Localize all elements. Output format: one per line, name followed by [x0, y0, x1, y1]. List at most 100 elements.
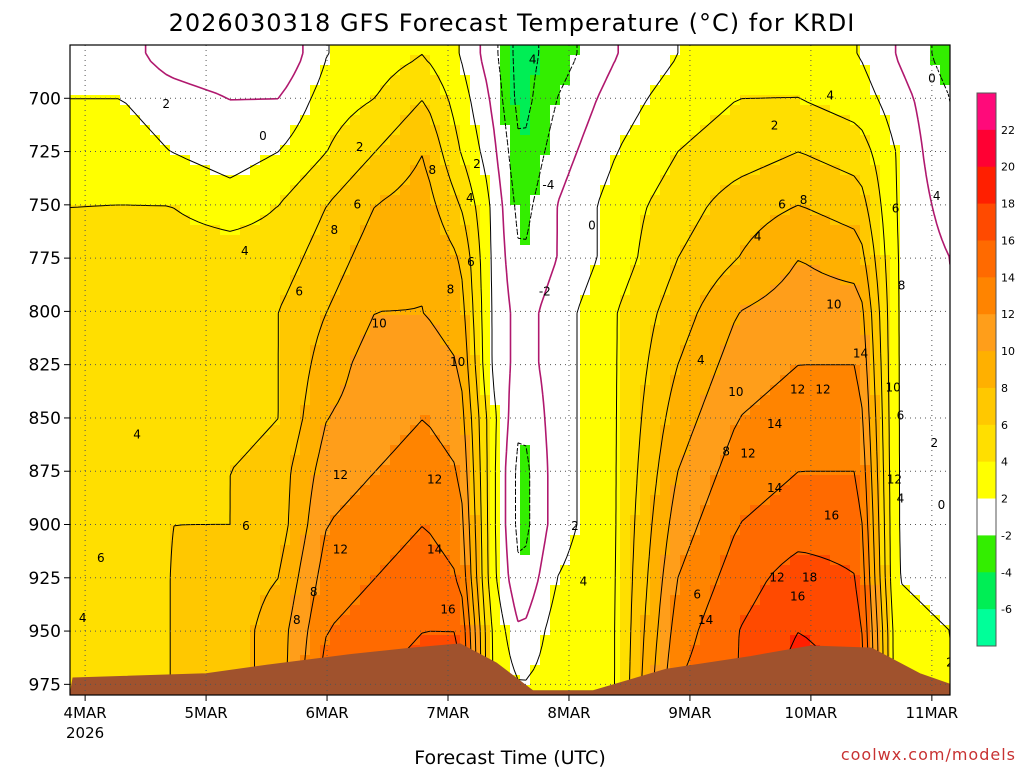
temperature-cell: [400, 545, 411, 556]
temperature-cell: [600, 305, 611, 316]
temperature-cell: [350, 635, 361, 646]
temperature-cell: [140, 355, 151, 366]
temperature-cell: [750, 145, 761, 156]
temperature-cell: [360, 605, 371, 616]
temperature-cell: [110, 155, 121, 166]
temperature-cell: [690, 225, 701, 236]
temperature-cell: [600, 345, 611, 356]
temperature-cell: [260, 355, 271, 366]
temperature-cell: [390, 535, 401, 546]
temperature-cell: [130, 535, 141, 546]
temperature-cell: [470, 605, 481, 616]
temperature-cell: [790, 425, 801, 436]
temperature-cell: [230, 605, 241, 616]
temperature-cell: [450, 245, 461, 256]
temperature-cell: [790, 525, 801, 536]
temperature-cell: [480, 315, 491, 326]
temperature-cell: [410, 385, 421, 396]
temperature-cell: [660, 45, 671, 56]
temperature-cell: [420, 355, 431, 366]
temperature-cell: [400, 75, 411, 86]
temperature-cell: [600, 395, 611, 406]
temperature-cell: [530, 95, 541, 106]
temperature-cell: [660, 435, 671, 446]
temperature-cell: [450, 315, 461, 326]
temperature-cell: [500, 655, 511, 666]
temperature-cell: [300, 635, 311, 646]
temperature-cell: [200, 375, 211, 386]
temperature-cell: [620, 445, 631, 456]
temperature-cell: [680, 105, 691, 116]
temperature-cell: [780, 385, 791, 396]
temperature-cell: [460, 95, 471, 106]
temperature-cell: [560, 265, 571, 276]
temperature-cell: [260, 45, 271, 56]
temperature-cell: [680, 115, 691, 126]
temperature-cell: [260, 485, 271, 496]
temperature-cell: [230, 205, 241, 216]
temperature-cell: [690, 285, 701, 296]
temperature-cell: [130, 155, 141, 166]
temperature-cell: [200, 595, 211, 606]
temperature-cell: [310, 235, 321, 246]
temperature-cell: [740, 615, 751, 626]
temperature-cell: [280, 165, 291, 176]
temperature-cell: [820, 295, 831, 306]
temperature-cell: [380, 635, 391, 646]
temperature-cell: [410, 225, 421, 236]
temperature-cell: [320, 515, 331, 526]
temperature-cell: [620, 615, 631, 626]
temperature-cell: [550, 415, 561, 426]
temperature-cell: [760, 75, 771, 86]
temperature-cell: [720, 485, 731, 496]
temperature-cell: [720, 635, 731, 646]
temperature-cell: [650, 355, 661, 366]
temperature-cell: [610, 655, 621, 666]
temperature-cell: [240, 625, 251, 636]
temperature-cell: [250, 65, 261, 76]
temperature-cell: [820, 625, 831, 636]
temperature-cell: [680, 655, 691, 666]
temperature-cell: [730, 405, 741, 416]
temperature-cell: [430, 625, 441, 636]
temperature-cell: [410, 245, 421, 256]
temperature-cell: [260, 85, 271, 96]
temperature-cell: [110, 665, 121, 676]
temperature-cell: [770, 405, 781, 416]
temperature-cell: [120, 335, 131, 346]
temperature-cell: [720, 405, 731, 416]
temperature-cell: [470, 105, 481, 116]
temperature-cell: [250, 615, 261, 626]
temperature-cell: [720, 205, 731, 216]
temperature-cell: [170, 425, 181, 436]
temperature-cell: [650, 475, 661, 486]
temperature-cell: [70, 115, 81, 126]
temperature-cell: [730, 555, 741, 566]
temperature-cell: [240, 525, 251, 536]
temperature-cell: [470, 85, 481, 96]
temperature-cell: [450, 625, 461, 636]
temperature-cell: [530, 65, 541, 76]
temperature-cell: [170, 75, 181, 86]
temperature-cell: [700, 325, 711, 336]
temperature-cell: [310, 545, 321, 556]
temperature-cell: [570, 425, 581, 436]
temperature-cell: [660, 535, 671, 546]
temperature-cell: [680, 145, 691, 156]
temperature-cell: [740, 645, 751, 656]
temperature-cell: [130, 135, 141, 146]
temperature-cell: [500, 205, 511, 216]
temperature-cell: [570, 555, 581, 566]
temperature-cell: [140, 385, 151, 396]
temperature-cell: [350, 265, 361, 276]
temperature-cell: [150, 175, 161, 186]
temperature-cell: [680, 165, 691, 176]
temperature-cell: [150, 195, 161, 206]
temperature-cell: [370, 305, 381, 316]
temperature-cell: [190, 275, 201, 286]
temperature-cell: [270, 45, 281, 56]
temperature-cell: [260, 435, 271, 446]
temperature-cell: [630, 335, 641, 346]
temperature-cell: [490, 275, 501, 286]
temperature-cell: [760, 405, 771, 416]
